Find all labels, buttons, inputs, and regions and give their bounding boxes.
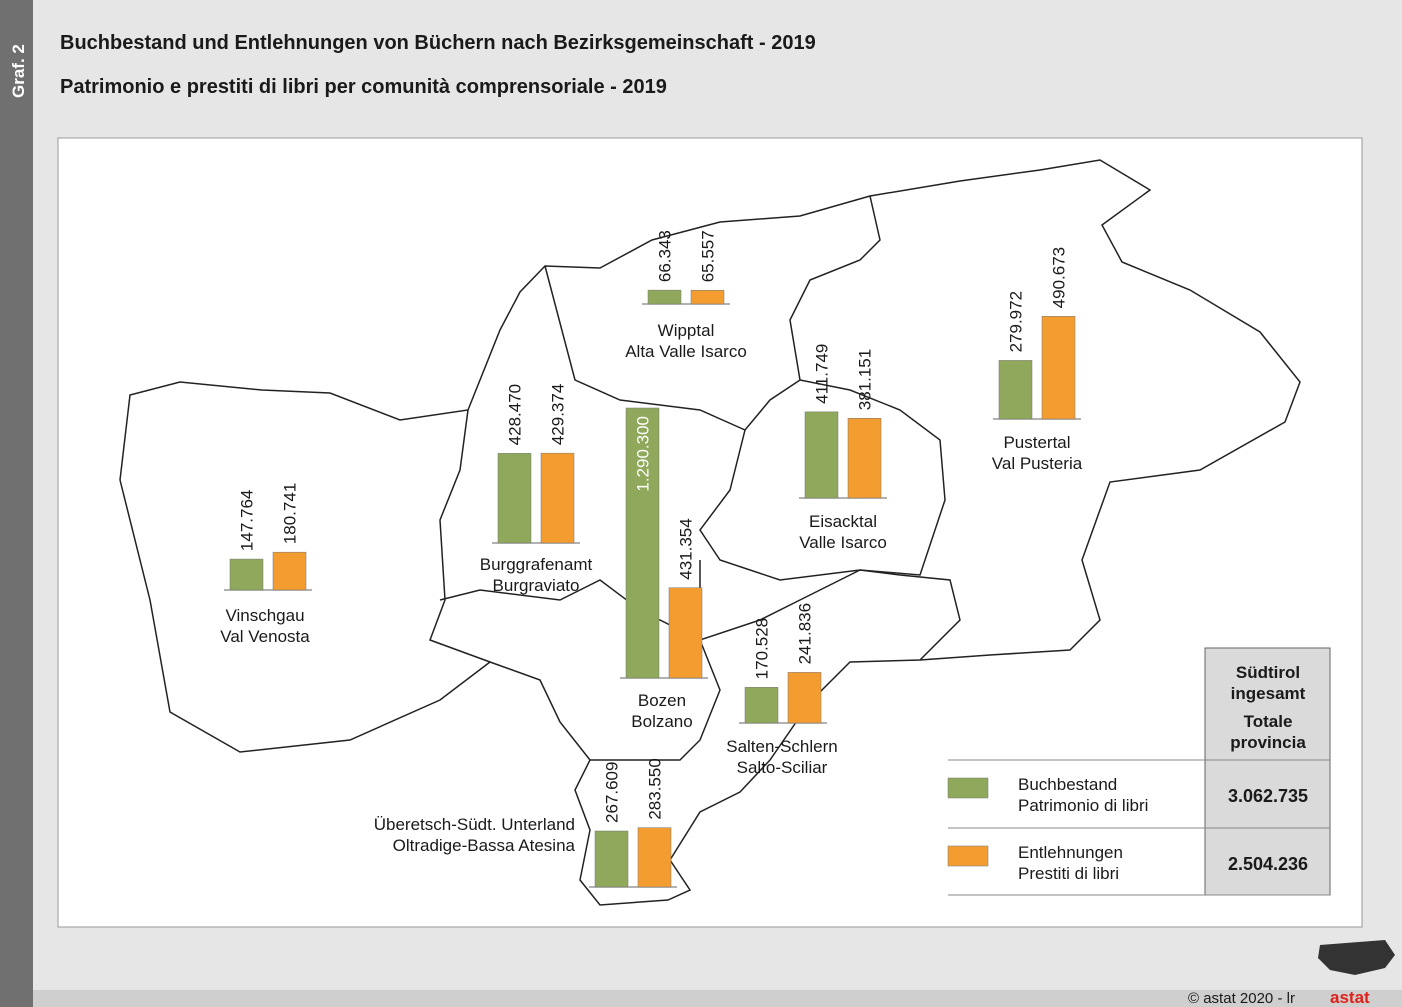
region-name: Alta Valle Isarco [625, 342, 747, 361]
legend-label: Patrimonio di libri [1018, 796, 1148, 815]
totals-header: Totale [1244, 712, 1293, 731]
bar [804, 411, 839, 499]
subtitle: Patrimonio e prestiti di libri per comun… [60, 76, 667, 98]
region-name: Bozen [638, 691, 686, 710]
legend-label: Entlehnungen [1018, 843, 1123, 862]
legend-swatch [947, 845, 989, 867]
bar [594, 830, 629, 888]
bar [847, 417, 882, 499]
region-name: Oltradige-Bassa Atesina [393, 836, 576, 855]
value-label: 429.374 [549, 384, 568, 445]
side-strip [0, 0, 33, 1007]
value-label: 241.836 [796, 603, 815, 664]
region-name: Salten-Schlern [726, 737, 838, 756]
bar [637, 827, 672, 888]
region-name: Eisacktal [809, 512, 877, 531]
value-label: 1.290.300 [634, 416, 653, 492]
footer-bar [33, 990, 1402, 1007]
legend-label: Buchbestand [1018, 775, 1117, 794]
region-name: Burgraviato [493, 576, 580, 595]
region-name: Überetsch-Südt. Unterland [374, 815, 575, 834]
bar [647, 289, 682, 305]
region-name: Valle Isarco [799, 533, 887, 552]
totals-header: Südtirol [1236, 663, 1300, 682]
value-label: 66.343 [656, 230, 675, 282]
region-name: Bolzano [631, 712, 692, 731]
bar [229, 558, 264, 591]
logo: astat [1330, 988, 1370, 1007]
value-label: 431.354 [677, 518, 696, 579]
value-label: 279.972 [1007, 291, 1026, 352]
bar [668, 587, 703, 679]
bar [787, 672, 822, 724]
district-border [859, 569, 961, 661]
district-border [699, 379, 946, 581]
total-value: 2.504.236 [1228, 854, 1308, 874]
bar [998, 360, 1033, 420]
region-name: Burggrafenamt [480, 555, 593, 574]
legend-swatch [947, 777, 989, 799]
value-label: 65.557 [699, 230, 718, 282]
side-label: Graf. 2 [9, 44, 28, 98]
title: Buchbestand und Entlehnungen von Büchern… [60, 32, 816, 54]
bar [540, 452, 575, 544]
bar [497, 453, 532, 544]
value-label: 147.764 [238, 490, 257, 551]
value-label: 428.470 [506, 384, 525, 445]
district-border [544, 195, 881, 431]
bar [1041, 316, 1076, 420]
region-name: Val Pusteria [992, 454, 1083, 473]
province-border [119, 159, 1301, 906]
region-name: Salto-Sciliar [737, 758, 828, 777]
totals-header: provincia [1230, 733, 1306, 752]
value-label: 490.673 [1050, 247, 1069, 308]
value-label: 267.609 [603, 762, 622, 823]
bar [744, 687, 779, 724]
legend-label: Prestiti di libri [1018, 864, 1119, 883]
map-panel [57, 137, 1363, 928]
value-label: 411.749 [813, 344, 832, 404]
region-name: Wipptal [658, 321, 715, 340]
total-value: 3.062.735 [1228, 786, 1308, 806]
totals-header: ingesamt [1231, 684, 1306, 703]
logo-shape [1318, 940, 1395, 975]
footer-credit: © astat 2020 - lr [1188, 990, 1295, 1007]
legend-table [948, 647, 1331, 896]
value-label: 180.741 [281, 483, 300, 544]
totals-column [1204, 647, 1331, 896]
region-name: Pustertal [1003, 433, 1070, 452]
value-label: 283.550 [646, 758, 665, 819]
bar [625, 407, 660, 679]
district-border [429, 409, 491, 663]
value-label: 170.528 [753, 618, 772, 679]
region-name: Vinschgau [225, 606, 304, 625]
bar [272, 551, 307, 591]
bar [690, 290, 725, 305]
region-name: Val Venosta [220, 627, 310, 646]
value-label: 381.151 [856, 349, 875, 410]
